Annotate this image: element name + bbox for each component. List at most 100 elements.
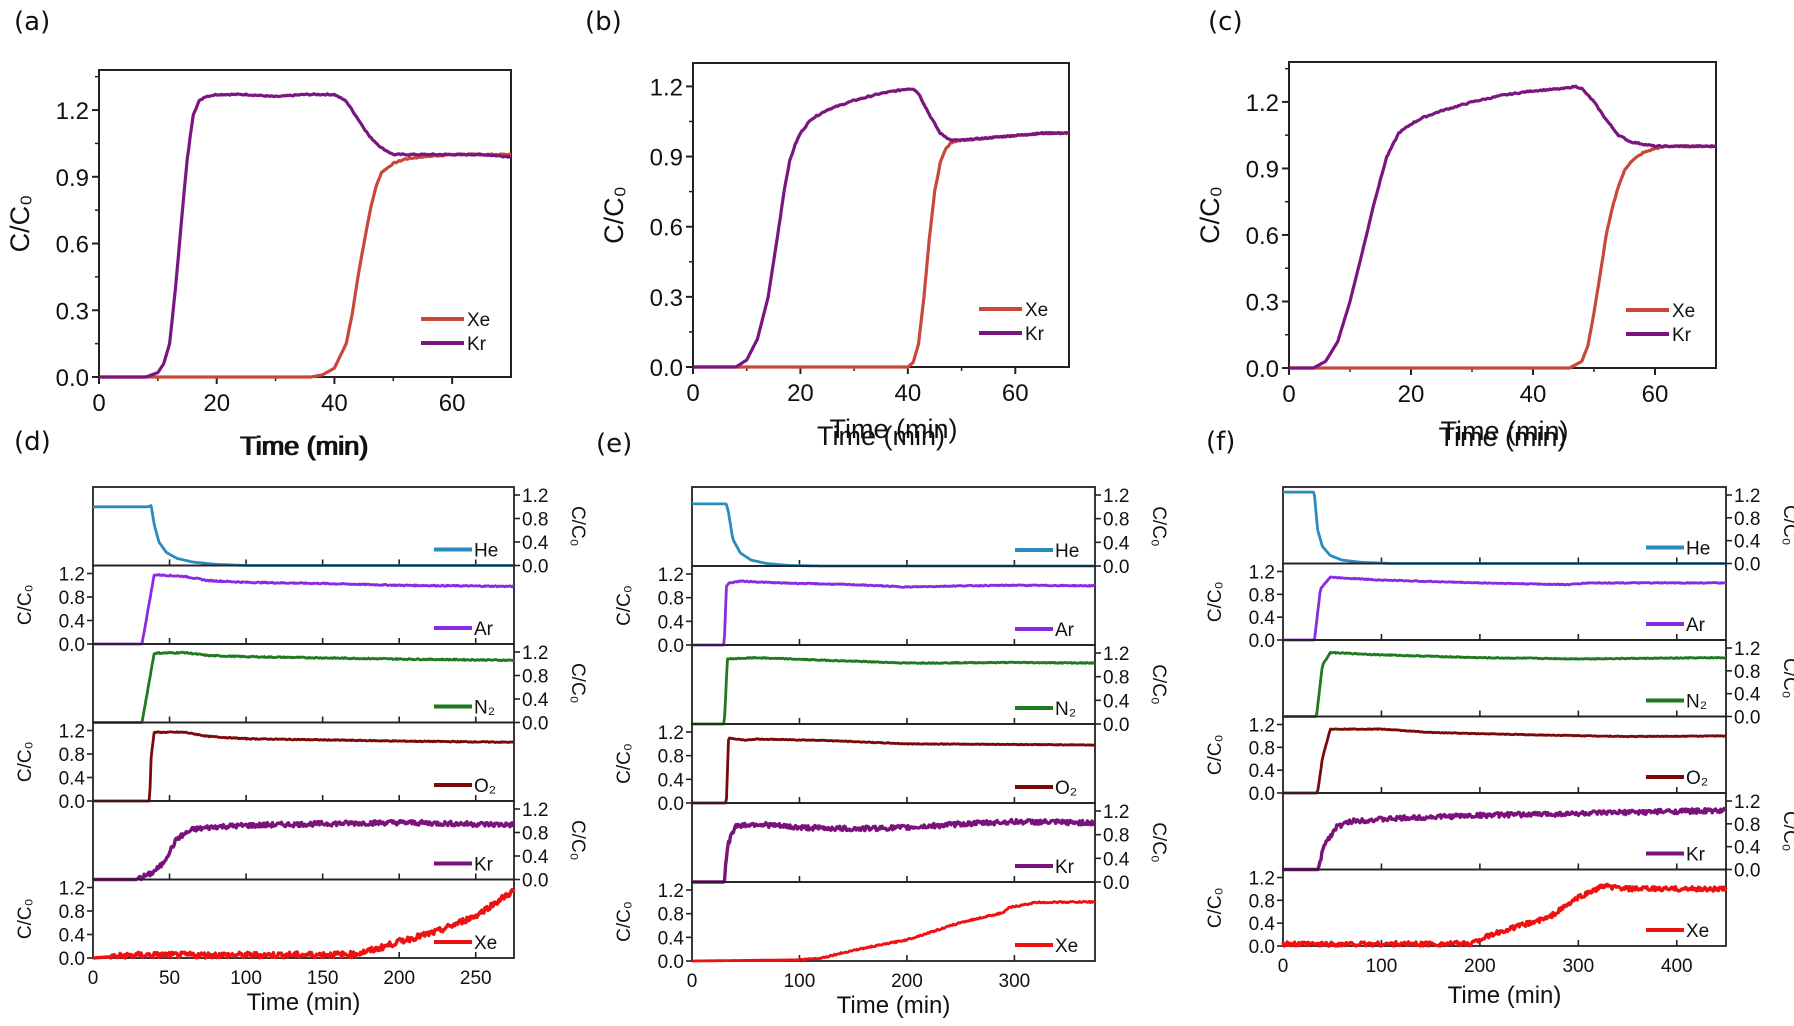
y-tick-label: 0.4 [522,533,549,554]
series-line-kr [691,817,1096,884]
y-tick-label: 0.0 [1249,784,1275,805]
panel-a: (a) 0 20 40 60 0.0 0.3 0.6 0.9 1.2 C/C₀ Time (min) X… [5,7,512,461]
subplot-ar: 0.00.4 0.81.2 C/C₀ Ar [15,564,515,656]
panel-label: (d) [14,427,51,457]
subplot-o: 0.00.40.81.2 C/C₀ O₂ [1205,716,1727,805]
y-tick-label: 0.3 [56,298,89,325]
y-tick-label: 1.2 [56,98,89,125]
legend-label: O₂ [474,776,496,797]
y-tick-label: 0.0 [59,792,85,813]
x-tick-label: 0 [88,968,99,989]
y-axis-label: C/C₀ [567,820,588,861]
series-line-o [1282,727,1727,795]
series-line-o [691,736,1096,805]
y-tick-label: 0.9 [56,165,89,192]
y-tick-label: 0.4 [1734,532,1761,553]
y-tick-label: 0.8 [1103,668,1129,689]
y-axis-label: C/C₀ [1195,186,1225,244]
y-axis-label: C/C₀ [614,901,635,942]
series-line-xe [691,899,1096,963]
y-tick-label: 0.8 [522,824,548,845]
y-axis-label: C/C₀ [15,584,36,625]
series-line-kr [692,87,1070,369]
y-tick-label: 0.0 [1103,557,1129,578]
y-tick-label: 1.2 [522,643,548,664]
series-line-ar [691,579,1096,647]
y-axis-label: C/C₀ [1205,734,1226,775]
subplot-frame [92,486,515,567]
y-tick-label: 0.0 [1734,861,1760,882]
y-tick-label: 0.4 [1734,685,1761,706]
x-tick-label: 200 [891,971,923,992]
y-tick-label: 0.6 [650,215,683,242]
legend-label: Kr [1055,857,1075,878]
top-axis-label: Time (min) [240,431,368,461]
x-tick-label: 0 [1282,381,1295,408]
series-line-ar [92,573,515,646]
y-tick-label: 0.4 [658,770,685,791]
y-tick-label: 1.2 [1734,639,1760,660]
series-line-n [691,656,1096,726]
y-tick-label: 0.8 [658,905,684,926]
y-axis-label: C/C₀ [1779,811,1794,852]
y-tick-label: 0.8 [59,588,85,609]
y-tick-label: 0.8 [1734,815,1760,836]
x-tick-label: 300 [1562,956,1594,977]
y-axis-label: C/C₀ [614,743,635,784]
y-tick-label: 0.4 [658,612,685,633]
legend-label-xe: Xe [1672,301,1695,322]
y-axis-label: C/C₀ [1205,887,1226,928]
y-axis-label: C/C₀ [599,186,629,244]
y-tick-label: 1.2 [1734,792,1760,813]
subplot-frame [92,564,515,645]
y-tick-label: 0.4 [1103,533,1130,554]
x-tick-label: 20 [787,380,814,407]
legend-label-kr: Kr [1025,324,1045,345]
x-tick-label: 40 [321,390,348,417]
panel-c: (c) 0 20 40 60 0.0 0.3 0.6 0.9 1.2 C/C₀ Time (min) X… [1195,7,1717,452]
y-tick-label: 0.0 [522,871,548,892]
series-line-xe [92,888,516,960]
y-tick-label: 0.9 [1246,156,1279,183]
legend-label: He [1055,541,1079,562]
y-tick-label: 0.0 [1734,555,1760,576]
panel-b: (b) 0 20 40 60 0.0 0.3 0.6 0.9 1.2 C/C₀ Time (min) X… [585,7,1070,451]
plot-frame [98,69,512,378]
subplot-xe: 0.0 0.40.8 1.2 C/C₀ Xe [614,881,1096,973]
y-axis-label: C/C₀ [1148,664,1169,705]
y-tick-label: 1.2 [59,565,85,586]
x-axis-label: Time (min) [1439,422,1567,452]
subplot-frame [92,721,515,802]
y-axis-label: C/C₀ [1205,581,1226,622]
subplot-frame [92,878,515,959]
y-tick-label: 1.2 [59,722,85,743]
y-tick-label: 0.4 [1249,608,1276,629]
y-tick-label: 0.4 [59,926,86,947]
y-tick-label: 0.4 [658,928,685,949]
series-line-ar [1282,575,1727,642]
legend-label: He [474,541,498,562]
plot-frame [1288,61,1717,369]
legend-label-kr: Kr [467,334,487,355]
series-line-xe [1288,144,1717,370]
x-axis-label: Time (min) [837,992,951,1019]
x-tick-label: 300 [999,971,1031,992]
y-tick-label: 0.0 [59,635,85,656]
y-tick-label: 1.2 [1103,486,1129,507]
panel-label: (c) [1208,7,1243,37]
series-line-kr [1288,84,1717,370]
y-tick-label: 0.4 [1103,849,1130,870]
y-tick-label: 0.8 [1103,826,1129,847]
y-axis-label: C/C₀ [1779,505,1794,546]
legend-label: Xe [1686,921,1709,942]
y-tick-label: 0.0 [1246,356,1279,383]
y-axis-label: C/C₀ [5,195,35,253]
legend-label: Kr [474,855,494,876]
y-tick-label: 0.0 [1249,631,1275,652]
